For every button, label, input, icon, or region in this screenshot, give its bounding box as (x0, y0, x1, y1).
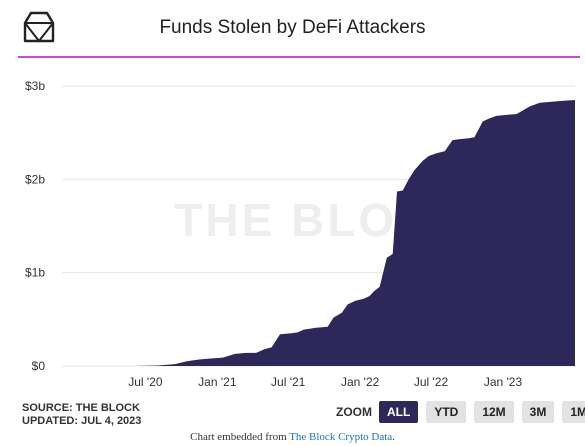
source-label: SOURCE: THE BLOCK (22, 402, 140, 414)
footer-suffix: . (392, 431, 395, 443)
zoom-ytd-button[interactable]: YTD (426, 401, 467, 423)
x-tick-label: Jan '23 (484, 375, 523, 389)
x-tick-label: Jan '22 (341, 375, 380, 389)
updated-label: UPDATED: JUL 4, 2023 (22, 415, 142, 427)
zoom-12m-button[interactable]: 12M (474, 401, 514, 423)
zoom-label: ZOOM (336, 405, 372, 419)
x-tick-label: Jan '21 (198, 375, 237, 389)
x-tick-label: Jul '20 (128, 375, 163, 389)
zoom-controls: ZOOM ALL YTD 12M 3M 1M (336, 401, 585, 423)
y-tick-label: $1b (25, 266, 45, 280)
x-tick-label: Jul '21 (271, 375, 306, 389)
y-tick-label: $0 (32, 359, 46, 373)
the-block-data-link[interactable]: The Block Crypto Data (289, 431, 393, 443)
zoom-all-button[interactable]: ALL (379, 401, 419, 423)
chart-area[interactable]: THE BLOCK $0$1b$2b$3b Jul '20 Jan '21 Jul … (0, 0, 585, 400)
series-area[interactable] (62, 100, 575, 366)
footer-prefix: Chart embedded from (190, 431, 290, 443)
zoom-1m-button[interactable]: 1M (562, 401, 585, 423)
y-tick-label: $2b (25, 172, 45, 186)
x-tick-label: Jul '22 (414, 375, 449, 389)
the-block-logo-icon (23, 11, 55, 43)
source-note: SOURCE: THE BLOCK UPDATED: JUL 4, 2023 (22, 402, 141, 428)
zoom-3m-button[interactable]: 3M (521, 401, 555, 423)
y-tick-label: $3b (25, 79, 45, 93)
chart-title: Funds Stolen by DeFi Attackers (159, 17, 426, 38)
title-divider (18, 56, 580, 58)
embed-footer: Chart embedded from The Block Crypto Dat… (0, 431, 585, 443)
